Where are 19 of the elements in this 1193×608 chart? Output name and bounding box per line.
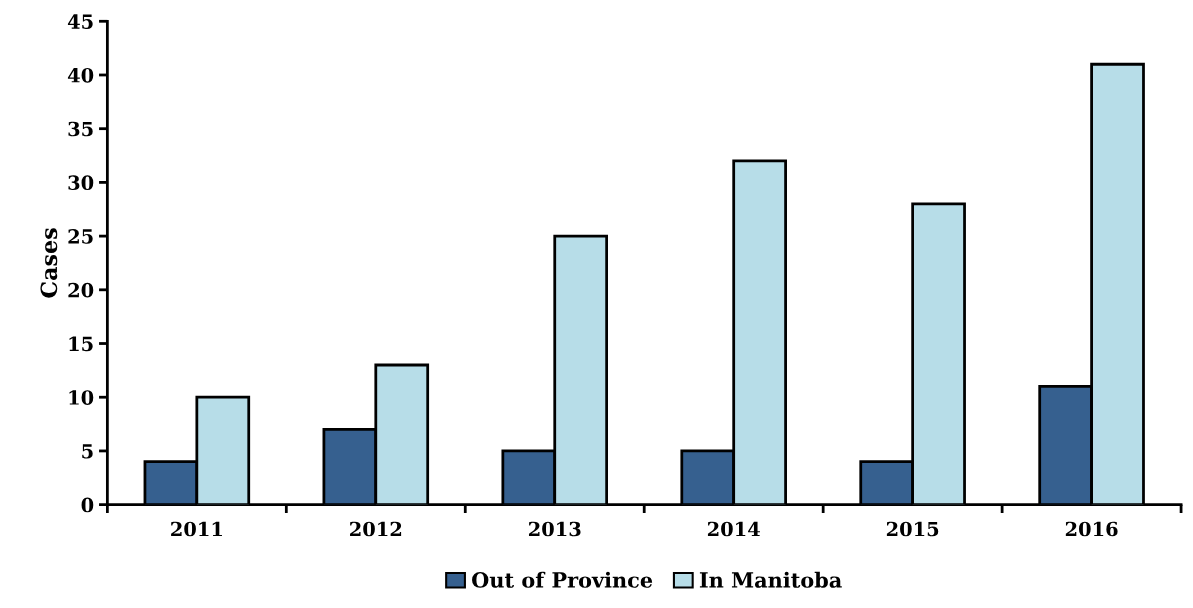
y-tick-label: 40 <box>67 67 94 83</box>
x-tick-label: 2011 <box>171 521 222 537</box>
y-tick-label: 20 <box>68 282 94 298</box>
x-tick-label: 2014 <box>707 521 760 537</box>
y-tick-label: 0 <box>81 497 94 513</box>
y-tick-label: 35 <box>68 121 93 137</box>
legend-label: In Manitoba <box>699 571 842 588</box>
y-tick-label: 45 <box>67 14 93 29</box>
x-tick-label: 2013 <box>528 521 581 537</box>
legend-label: Out of Province <box>472 571 653 588</box>
x-tick-label: 2015 <box>886 521 939 537</box>
y-tick-label: 30 <box>68 175 94 191</box>
y-axis-title: Cases <box>40 228 58 298</box>
y-tick-label: 5 <box>82 444 93 459</box>
x-tick-label: 2012 <box>350 521 402 537</box>
y-tick-label: 25 <box>68 229 93 244</box>
y-tick-label: 10 <box>69 390 94 405</box>
x-tick-label: 2016 <box>1065 521 1118 537</box>
y-tick-label: 15 <box>69 336 93 352</box>
